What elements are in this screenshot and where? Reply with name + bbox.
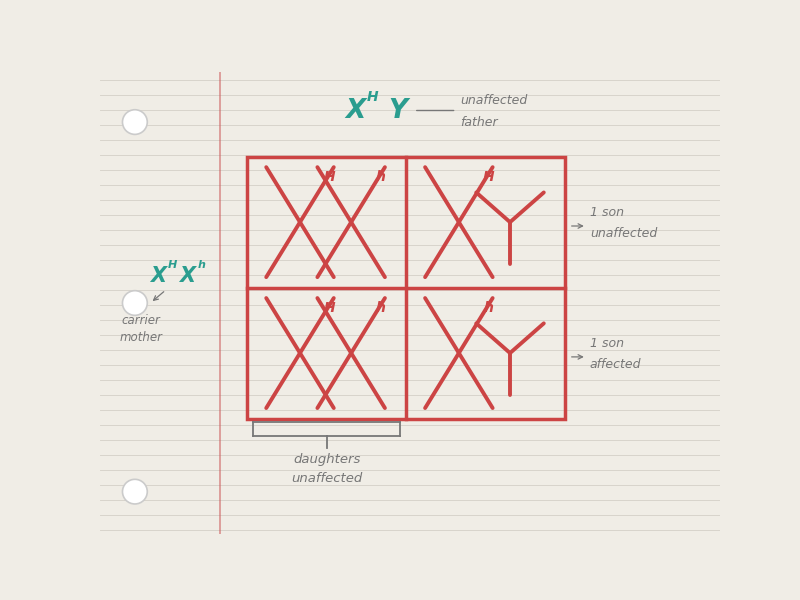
Text: H: H: [483, 170, 494, 184]
Text: X: X: [150, 266, 166, 286]
Text: Y: Y: [389, 97, 408, 124]
Text: H: H: [324, 301, 335, 315]
Text: affected: affected: [590, 358, 642, 371]
Text: 1 son: 1 son: [590, 337, 624, 350]
Circle shape: [122, 290, 147, 316]
Text: mother: mother: [119, 331, 162, 344]
Text: 1 son: 1 son: [590, 206, 624, 218]
Circle shape: [122, 479, 147, 504]
Text: H: H: [324, 170, 335, 184]
Text: h: h: [484, 301, 494, 315]
Circle shape: [122, 110, 147, 134]
Text: X: X: [346, 97, 366, 124]
Text: H: H: [367, 91, 378, 104]
Text: h: h: [376, 301, 386, 315]
Text: h: h: [376, 170, 386, 184]
Text: X: X: [179, 266, 196, 286]
Bar: [247, 157, 565, 419]
Text: h: h: [198, 260, 206, 270]
Text: unaffected: unaffected: [291, 472, 362, 485]
Text: daughters: daughters: [293, 453, 360, 466]
Text: unaffected: unaffected: [460, 94, 528, 107]
Text: H: H: [167, 260, 177, 270]
Text: unaffected: unaffected: [590, 227, 657, 240]
Text: father: father: [460, 116, 498, 130]
Text: carrier: carrier: [122, 314, 161, 327]
